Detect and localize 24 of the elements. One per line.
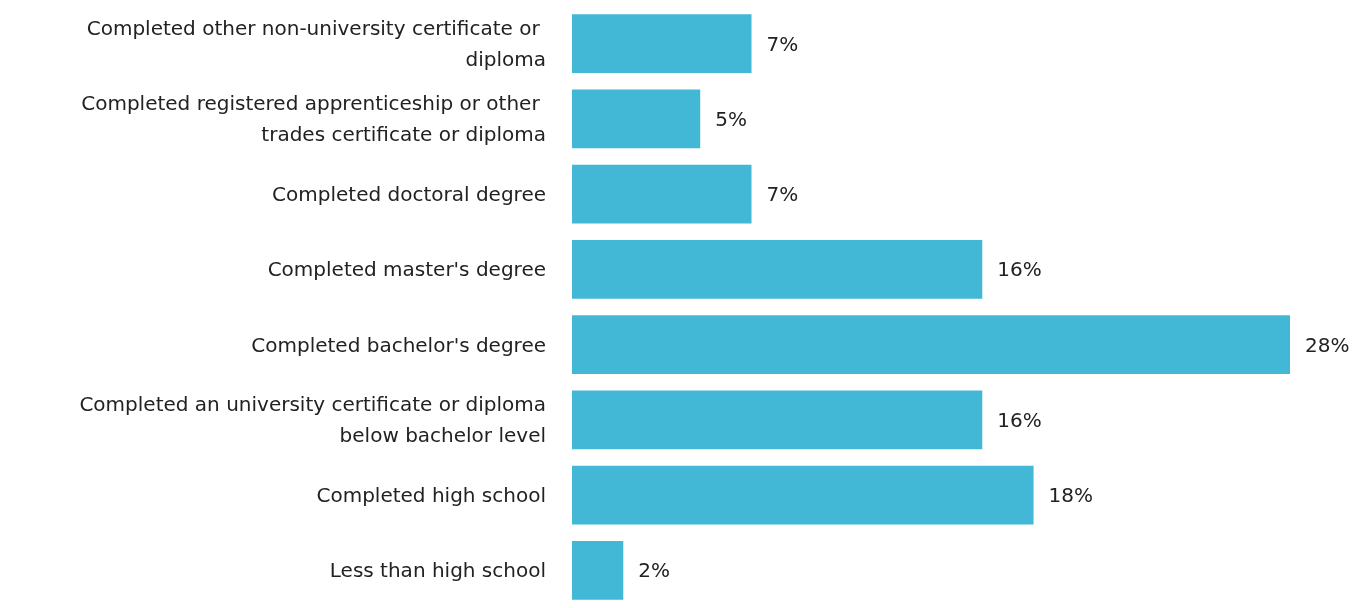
data-label: 16%: [997, 407, 1042, 432]
data-label: 16%: [997, 257, 1042, 282]
bar: [572, 465, 1034, 525]
y-tick-label: Completed bachelor's degree: [251, 332, 546, 357]
y-tick-label: Completed registered apprenticeship or other trades certificate or diploma: [81, 91, 546, 147]
y-tick-label: Completed doctoral degree: [272, 182, 546, 207]
y-tick-label: Less than high school: [329, 558, 546, 583]
data-label: 5%: [715, 106, 747, 131]
y-tick-label: Completed an university certificate or diploma below bachelor level: [79, 392, 546, 448]
bar: [572, 14, 752, 73]
data-label: 18%: [1048, 483, 1094, 508]
bar: [572, 240, 983, 299]
bar: [572, 315, 1290, 374]
bar: [572, 390, 983, 450]
data-label: 2%: [638, 558, 671, 583]
y-tick-label: Completed master's degree: [267, 257, 546, 282]
data-label: 7%: [766, 31, 799, 56]
bar: [572, 541, 624, 600]
data-label: 28%: [1305, 332, 1350, 357]
data-label: 7%: [766, 182, 799, 207]
y-tick-label: Completed high school: [316, 483, 546, 508]
y-tick-label: Completed other non-university certificate or diploma: [86, 16, 546, 72]
bar: [572, 164, 752, 224]
bar: [572, 89, 701, 149]
